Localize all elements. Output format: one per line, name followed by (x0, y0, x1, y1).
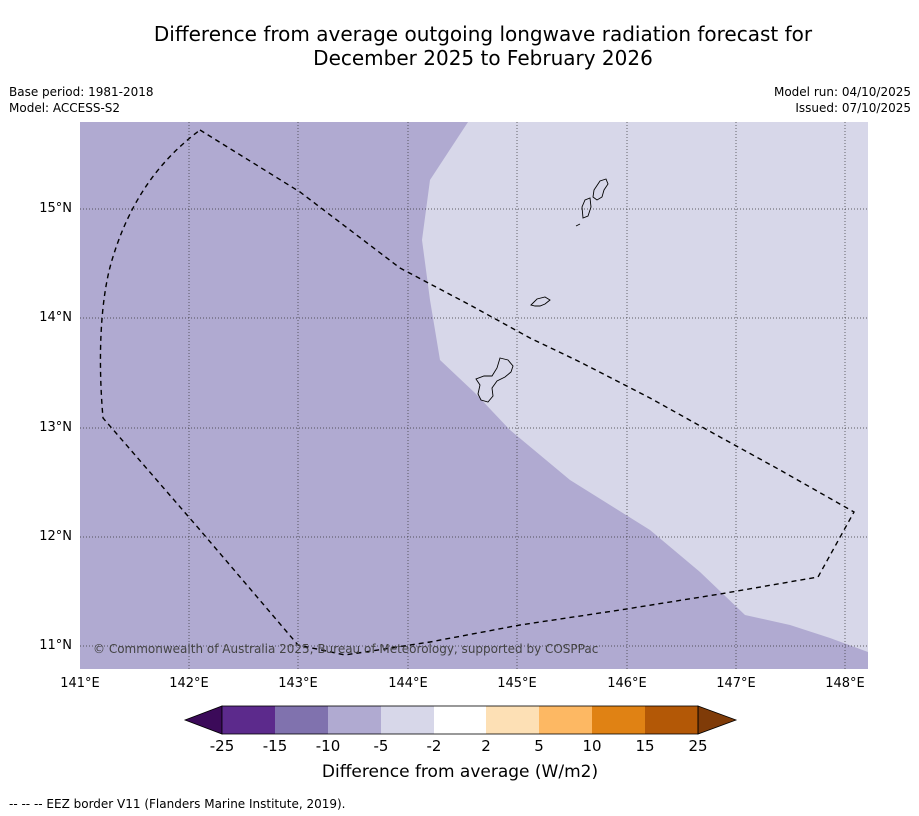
chart-title: Difference from average outgoing longwav… (0, 22, 919, 70)
lat-label: 15°N (39, 201, 72, 216)
lat-label: 11°N (39, 638, 72, 653)
lon-label: 144°E (388, 676, 428, 691)
meta-left: Base period: 1981-2018 Model: ACCESS-S2 (9, 84, 154, 116)
title-line-2: December 2025 to February 2026 (313, 46, 653, 70)
colorbar-label: 10 (582, 737, 602, 755)
lon-label: 147°E (716, 676, 756, 691)
island-rota (530, 296, 551, 307)
colorbar-label: 5 (534, 737, 544, 755)
model-name: Model: ACCESS-S2 (9, 101, 121, 115)
colorbar-segment (381, 706, 434, 734)
island-saipan (592, 178, 609, 201)
colorbar-segment (434, 706, 486, 734)
lon-label: 143°E (278, 676, 318, 691)
colorbar-label: -15 (262, 737, 288, 755)
gridlines (80, 122, 868, 669)
colorbar-segment (592, 706, 645, 734)
meta-right: Model run: 04/10/2025 Issued: 07/10/2025 (774, 84, 911, 116)
colorbar-segment (328, 706, 381, 734)
region-light (422, 122, 868, 652)
island-tinian (581, 197, 592, 219)
colorbar-label: 2 (481, 737, 491, 755)
title-line-1: Difference from average outgoing longwav… (153, 22, 813, 46)
lon-label: 141°E (60, 676, 100, 691)
colorbar (183, 705, 738, 735)
colorbar-label: -10 (315, 737, 341, 755)
base-period: Base period: 1981-2018 (9, 85, 154, 99)
lon-label: 146°E (607, 676, 647, 691)
colorbar-label: -25 (209, 737, 235, 755)
colorbar-high-extend (697, 705, 738, 735)
colorbar-segment (539, 706, 592, 734)
colorbar-low-extend (183, 705, 223, 735)
lat-label: 12°N (39, 529, 72, 544)
colorbar-label: 25 (688, 737, 708, 755)
eez-footnote: -- -- -- EEZ border V11 (Flanders Marine… (9, 797, 346, 811)
lon-label: 142°E (169, 676, 209, 691)
lat-label: 14°N (39, 310, 72, 325)
island-guam (475, 357, 514, 403)
model-run: Model run: 04/10/2025 (773, 85, 911, 99)
colorbar-segment (645, 706, 698, 734)
colorbar-label: -2 (426, 737, 442, 755)
lon-label: 148°E (825, 676, 865, 691)
colorbar-segment (486, 706, 539, 734)
lat-label: 13°N (39, 420, 72, 435)
colorbar-segment (222, 706, 275, 734)
copyright-text: © Commonwealth of Australia 2025, Bureau… (93, 642, 598, 656)
colorbar-label: 15 (635, 737, 655, 755)
colorbar-label: -5 (373, 737, 389, 755)
issued-date: Issued: 07/10/2025 (795, 101, 911, 115)
lon-label: 145°E (497, 676, 537, 691)
colorbar-title: Difference from average (W/m2) (321, 762, 599, 782)
colorbar-segment (275, 706, 328, 734)
colorbar-outline (221, 705, 699, 735)
island-aguijan (575, 223, 581, 227)
islands (475, 178, 609, 403)
